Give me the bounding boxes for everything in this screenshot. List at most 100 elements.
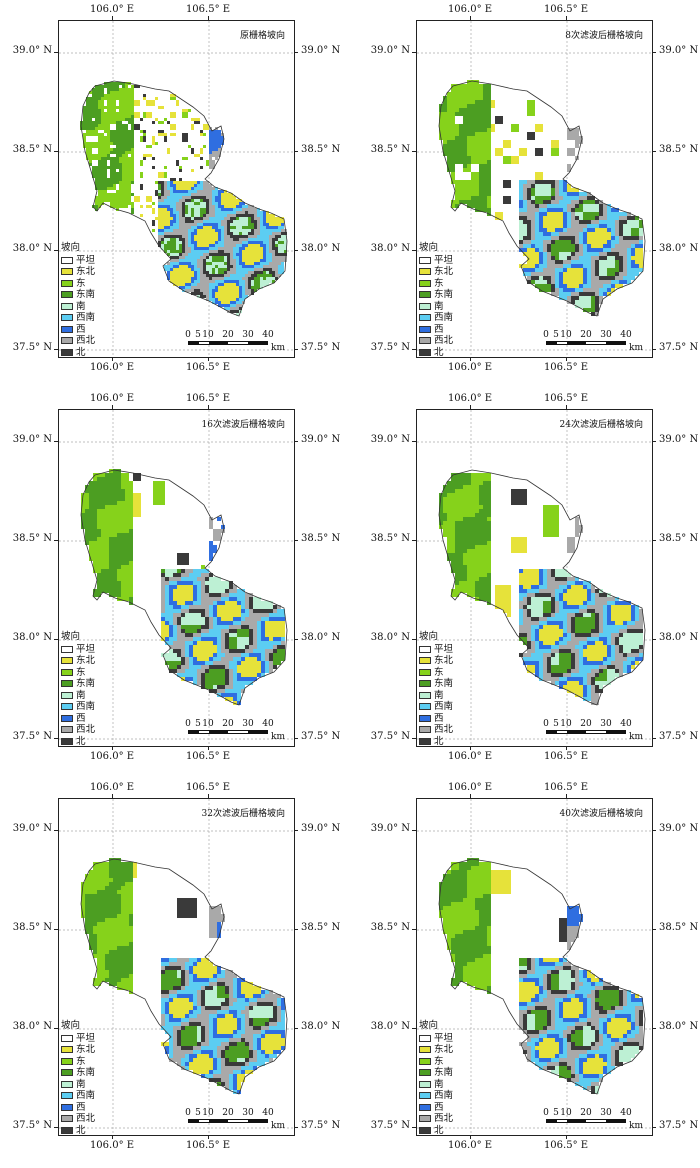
- latitude-label: 37.5° N: [659, 342, 699, 353]
- aspect-map: [417, 21, 652, 357]
- region-outline: [438, 469, 646, 706]
- legend-item: 北: [419, 347, 453, 359]
- axis-tick: [54, 929, 58, 930]
- axis-tick: [652, 830, 656, 831]
- scale-tick-label: 5: [195, 330, 201, 340]
- legend-swatch: [61, 726, 73, 734]
- legend-label: 北: [76, 346, 86, 358]
- scale-segment: [198, 731, 209, 733]
- legend-label: 平坦: [434, 1032, 454, 1044]
- legend-item: 西南: [419, 701, 453, 713]
- latitude-label: 37.5° N: [12, 1120, 52, 1131]
- legend-item: 北: [419, 1125, 453, 1137]
- axis-tick: [54, 441, 58, 442]
- latitude-label: 39.0° N: [370, 823, 410, 834]
- legend-swatch: [61, 1069, 73, 1077]
- axis-tick: [412, 250, 416, 251]
- axis-tick: [112, 357, 113, 361]
- axis-tick: [112, 746, 113, 750]
- legend: 坡向 平坦 东北东东南南西南西西北北: [61, 631, 95, 747]
- axis-tick: [294, 151, 298, 152]
- longitude-label: 106.5° E: [543, 751, 589, 762]
- legend-label: 西南: [434, 1090, 454, 1101]
- legend-label: 东南: [434, 1067, 454, 1078]
- scale-segment: [208, 342, 228, 344]
- scale-bar-graphic: [546, 730, 626, 734]
- legend-swatch: [419, 348, 431, 356]
- longitude-label: 106.0° E: [447, 1140, 493, 1151]
- panel-title: 24次滤波后栅格坡向: [559, 420, 643, 430]
- legend: 坡向 平坦 东北东东南南西南西西北北: [419, 631, 453, 747]
- scale-segment: [247, 731, 267, 733]
- latitude-label: 38.5° N: [12, 533, 52, 544]
- scale-tick-label: 20: [580, 1108, 592, 1118]
- legend-swatch: [61, 1115, 73, 1123]
- legend-swatch: [61, 668, 73, 676]
- legend-item: 平坦: [61, 255, 95, 267]
- legend-label: 平坦: [434, 643, 454, 655]
- legend-swatch: [61, 1057, 73, 1065]
- axis-tick: [566, 746, 567, 750]
- scale-segment: [208, 731, 228, 733]
- legend-label: 东: [76, 666, 86, 678]
- longitude-label: 106.0° E: [447, 362, 493, 373]
- legend-item: 东南: [61, 1067, 95, 1079]
- legend-swatch: [419, 1115, 431, 1123]
- scale-tick-label: 0: [543, 719, 549, 729]
- legend-item: 平坦: [61, 644, 95, 656]
- legend-label: 东: [434, 277, 444, 289]
- scale-tick-label: 5: [553, 330, 559, 340]
- map-frame: [58, 409, 295, 747]
- scale-bar: 0 5 10 20 30 40 km: [543, 1108, 643, 1131]
- legend-label: 西: [434, 323, 444, 335]
- legend-swatch: [61, 1046, 73, 1054]
- map-frame: [416, 409, 653, 747]
- legend-swatch: [419, 1034, 431, 1042]
- legend-label: 平坦: [76, 1032, 96, 1044]
- scale-segment: [208, 1120, 228, 1122]
- legend-swatch: [61, 314, 73, 322]
- legend-title: 坡向: [419, 242, 439, 253]
- legend-label: 东北: [434, 1044, 454, 1055]
- axis-tick: [54, 250, 58, 251]
- axis-tick: [54, 540, 58, 541]
- legend-item: 北: [61, 1125, 95, 1137]
- axis-tick: [566, 794, 567, 798]
- legend-item: 东北: [61, 266, 95, 278]
- axis-tick: [54, 151, 58, 152]
- axis-tick: [208, 16, 209, 20]
- axis-tick: [294, 1127, 298, 1128]
- legend-item: 东南: [61, 678, 95, 690]
- axis-tick: [412, 540, 416, 541]
- scale-segment: [189, 1120, 199, 1122]
- scale-tick-label: 40: [620, 719, 632, 729]
- latitude-label: 38.0° N: [370, 243, 410, 254]
- aspect-map: [417, 799, 652, 1135]
- latitude-label: 37.5° N: [301, 731, 341, 742]
- map-frame: [416, 798, 653, 1136]
- axis-tick: [652, 639, 656, 640]
- legend-swatch: [419, 1092, 431, 1100]
- scale-unit: km: [629, 732, 643, 742]
- axis-tick: [652, 151, 656, 152]
- latitude-label: 38.5° N: [301, 533, 341, 544]
- region-outline: [80, 469, 288, 706]
- legend-label: 东南: [434, 289, 454, 300]
- latitude-label: 38.5° N: [301, 144, 341, 155]
- legend-item: 西: [419, 713, 453, 725]
- latitude-label: 38.5° N: [301, 922, 341, 933]
- legend-swatch: [419, 737, 431, 745]
- axis-tick: [412, 349, 416, 350]
- scale-tick-label: 5: [195, 1108, 201, 1118]
- latitude-label: 38.5° N: [370, 922, 410, 933]
- axis-tick: [470, 16, 471, 20]
- latitude-label: 38.0° N: [301, 632, 341, 643]
- axis-tick: [566, 357, 567, 361]
- axis-tick: [54, 52, 58, 53]
- scale-segment: [228, 342, 248, 344]
- latitude-label: 38.5° N: [659, 533, 699, 544]
- legend-title: 坡向: [61, 1020, 81, 1031]
- axis-tick: [294, 540, 298, 541]
- latitude-label: 39.0° N: [301, 45, 341, 56]
- axis-tick: [294, 52, 298, 53]
